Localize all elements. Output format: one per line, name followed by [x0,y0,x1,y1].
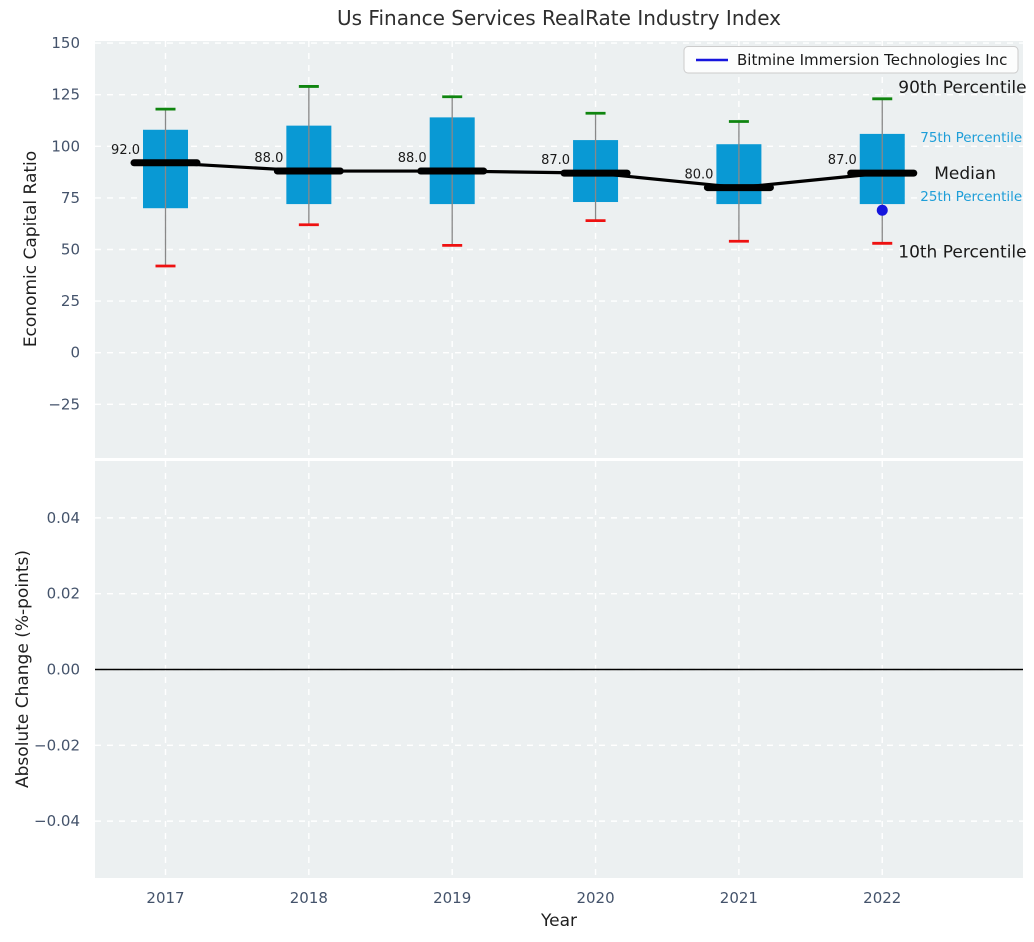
median-value-label-2018: 88.0 [254,151,283,166]
boxplot-2021 [716,120,762,243]
ytick-top-100: 100 [51,137,80,155]
ytick-top-0: 0 [70,344,80,362]
company-point [876,204,888,216]
xtick-2021: 2021 [720,889,758,907]
top-y-axis-label: Economic Capital Ratio [21,150,41,348]
ytick-top-25: 25 [61,292,80,310]
ytick-top-75: 75 [61,189,80,207]
median-value-label-2017: 92.0 [111,143,140,158]
median-value-label-2021: 80.0 [684,168,713,183]
percentile-annotation-10th: 10th Percentile [898,242,1026,262]
median-value-label-2022: 87.0 [828,153,857,168]
ytick-top-−25: −25 [48,395,80,413]
ytick-bottom-0.00: 0.00 [47,661,80,679]
legend-box [683,46,1019,74]
percentile-annotation-25th: 25th Percentile [920,189,1022,205]
percentile-annotation-median: Median [934,164,996,184]
legend: Bitmine Immersion Technologies Inc [683,46,1019,74]
ytick-bottom-−0.02: −0.02 [34,736,80,754]
ytick-bottom-0.04: 0.04 [47,509,80,527]
percentile-annotation-75th: 75th Percentile [920,130,1022,146]
ytick-top-50: 50 [61,241,80,259]
xtick-2018: 2018 [290,889,328,907]
xtick-2017: 2017 [146,889,184,907]
xtick-2019: 2019 [433,889,471,907]
median-value-label-2020: 87.0 [541,153,570,168]
ytick-bottom-0.02: 0.02 [47,585,80,603]
xtick-2020: 2020 [576,889,614,907]
boxplot-2018 [286,85,332,227]
ytick-top-125: 125 [51,86,80,104]
ytick-bottom-−0.04: −0.04 [34,812,80,830]
median-value-label-2019: 88.0 [398,151,427,166]
boxplot-2017 [143,107,188,268]
ytick-top-150: 150 [51,34,80,52]
bottom-y-axis-label: Absolute Change (%-points) [13,550,33,788]
xtick-2022: 2022 [863,889,901,907]
chart-title: Us Finance Services RealRate Industry In… [337,6,781,30]
panel-top [95,41,1023,458]
x-axis-label: Year [541,911,577,931]
boxplot-2019 [429,95,475,247]
percentile-annotation-90th: 90th Percentile [898,78,1026,98]
legend-label: Bitmine Immersion Technologies Inc [737,51,1007,69]
